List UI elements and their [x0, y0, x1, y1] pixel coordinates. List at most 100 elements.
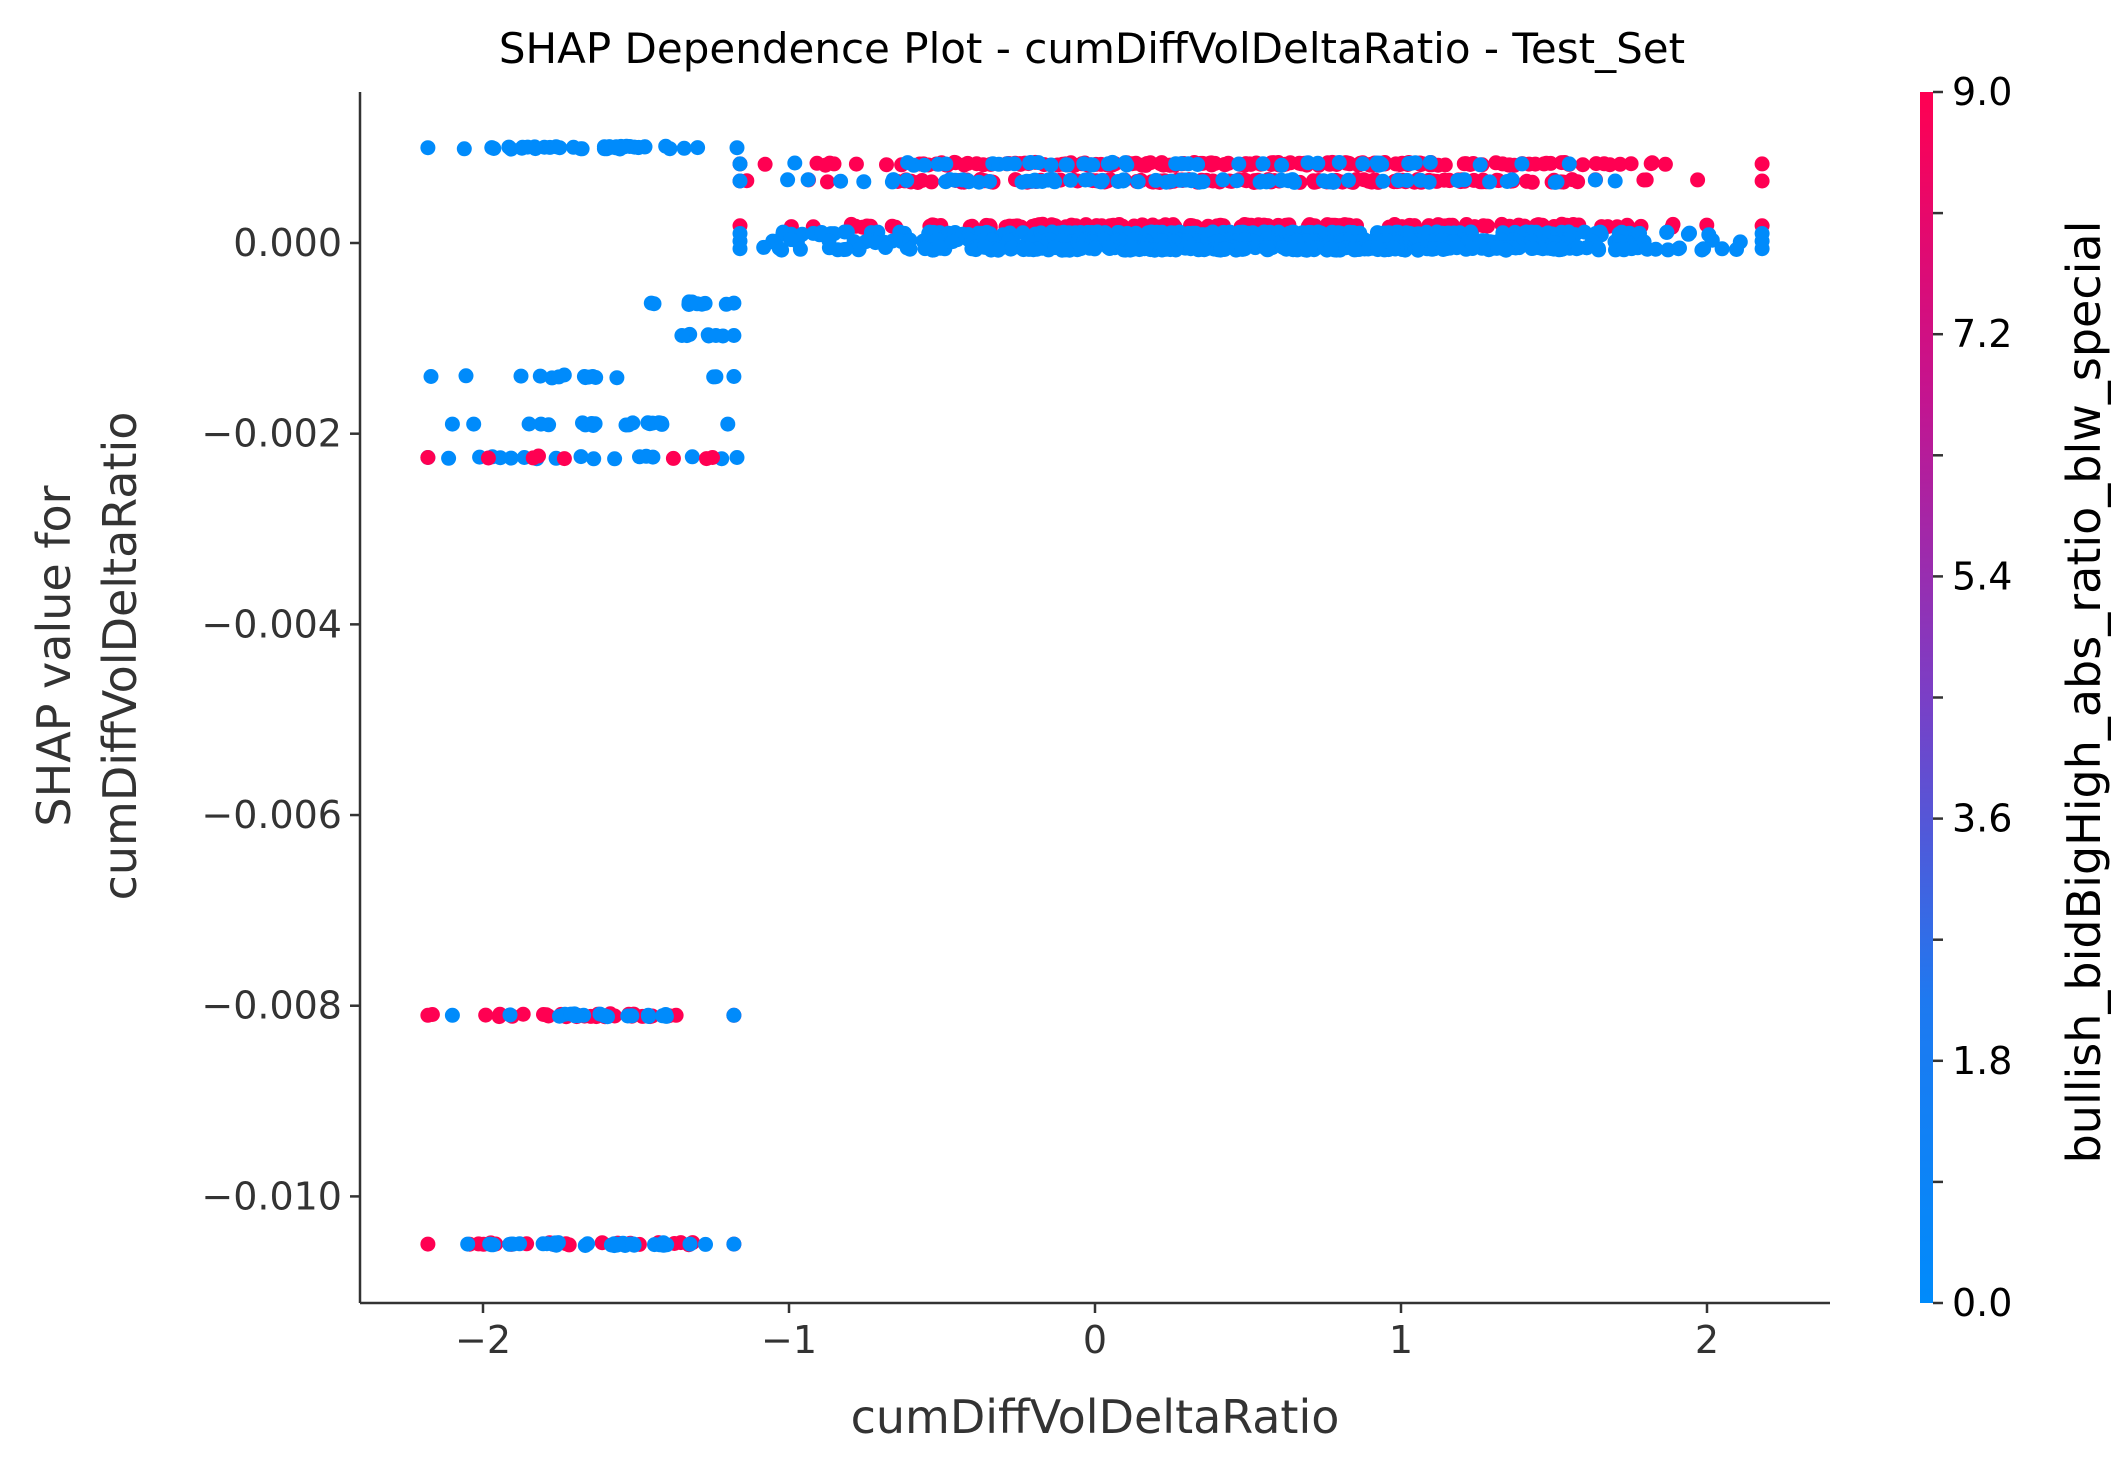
data-point — [1682, 225, 1697, 241]
data-point — [1255, 156, 1271, 172]
data-point — [956, 157, 972, 173]
x-axis-label: cumDiffVolDeltaRatio — [851, 1390, 1340, 1444]
colorbar-ticks: 0.0 1.8 3.6 5.4 7.2 9.0 — [1933, 70, 2012, 1325]
data-point — [485, 1237, 501, 1253]
data-point — [708, 369, 724, 385]
data-point — [1174, 156, 1190, 172]
data-point — [1142, 155, 1158, 171]
data-point — [444, 416, 460, 432]
data-point — [545, 1236, 561, 1252]
data-point — [1623, 156, 1639, 172]
data-point — [420, 1007, 436, 1023]
data-point — [1538, 155, 1554, 171]
data-point — [1100, 240, 1116, 255]
data-point — [938, 156, 954, 172]
data-point — [608, 140, 624, 156]
data-point — [1690, 172, 1706, 188]
data-point — [1561, 156, 1577, 172]
data-point — [1137, 241, 1152, 257]
data-point — [1085, 157, 1101, 173]
data-point — [990, 242, 1006, 258]
data-point — [792, 241, 808, 257]
x-ticks: −2 −1 0 1 2 — [455, 1303, 1719, 1362]
data-point — [520, 139, 536, 155]
data-point — [1504, 172, 1520, 188]
data-point — [977, 239, 993, 255]
data-point — [1185, 172, 1200, 188]
data-point — [642, 416, 658, 432]
data-point — [423, 369, 439, 384]
data-point — [597, 1008, 612, 1024]
data-point — [1472, 157, 1488, 173]
data-point — [1116, 172, 1132, 188]
data-point — [726, 295, 742, 311]
data-point — [726, 369, 742, 384]
data-point — [1547, 174, 1563, 190]
data-point — [420, 450, 436, 465]
data-point — [1156, 240, 1172, 256]
data-point — [848, 156, 864, 172]
data-point — [1163, 173, 1179, 189]
data-point — [856, 174, 872, 190]
data-point — [533, 416, 549, 432]
data-point — [885, 172, 901, 188]
data-point — [1714, 241, 1730, 257]
y-axis-label-group: SHAP value for cumDiffVolDeltaRatio — [27, 412, 147, 901]
scatter-points — [420, 138, 1770, 1254]
y-tick-label: −0.002 — [201, 412, 342, 456]
data-point — [1612, 156, 1628, 172]
x-tick-label: 2 — [1695, 1318, 1719, 1362]
data-point — [1671, 241, 1686, 257]
data-point — [625, 1237, 641, 1252]
data-point — [658, 1008, 674, 1024]
y-ticks: 0.000 −0.002 −0.004 −0.006 −0.008 −0.010 — [201, 221, 360, 1218]
data-point — [1331, 155, 1347, 170]
data-point — [947, 172, 963, 188]
data-point — [1355, 156, 1371, 172]
data-point — [585, 418, 601, 433]
data-point — [1117, 155, 1133, 171]
data-point — [878, 240, 893, 255]
data-point — [676, 140, 692, 156]
data-point — [586, 451, 602, 467]
colorbar-label: bullish_bidBigHigh_abs_ratio_blw_special — [2057, 221, 2111, 1164]
data-point — [1754, 173, 1770, 189]
colorbar — [1920, 92, 1933, 1303]
data-point — [809, 155, 825, 171]
data-point — [1234, 241, 1250, 257]
data-point — [460, 1236, 476, 1252]
data-point — [525, 450, 541, 466]
data-point — [1285, 172, 1300, 188]
data-point — [480, 450, 496, 466]
data-point — [821, 240, 837, 256]
data-point — [665, 450, 681, 466]
data-point — [833, 173, 849, 189]
data-point — [1190, 157, 1206, 172]
data-point — [503, 450, 519, 466]
data-point — [1575, 157, 1591, 173]
data-point — [1639, 241, 1655, 257]
colorbar-tick-label: 0.0 — [1952, 1281, 2012, 1325]
data-point — [1093, 174, 1109, 190]
data-point — [1231, 156, 1247, 172]
data-point — [1696, 241, 1712, 257]
data-point — [800, 172, 816, 188]
data-point — [1063, 172, 1079, 188]
data-point — [484, 140, 500, 156]
data-point — [1386, 240, 1401, 256]
data-point — [1007, 156, 1022, 172]
data-point — [1437, 157, 1453, 173]
data-point — [917, 241, 933, 257]
data-point — [682, 1236, 698, 1252]
data-point — [1616, 242, 1632, 258]
data-point — [1104, 154, 1120, 170]
data-point — [783, 232, 799, 248]
y-tick-label: −0.008 — [201, 984, 342, 1028]
data-point — [1399, 172, 1415, 188]
data-point — [1465, 241, 1480, 256]
data-point — [580, 1236, 596, 1252]
data-point — [1407, 155, 1423, 171]
data-point — [732, 156, 748, 172]
data-point — [1274, 157, 1290, 173]
